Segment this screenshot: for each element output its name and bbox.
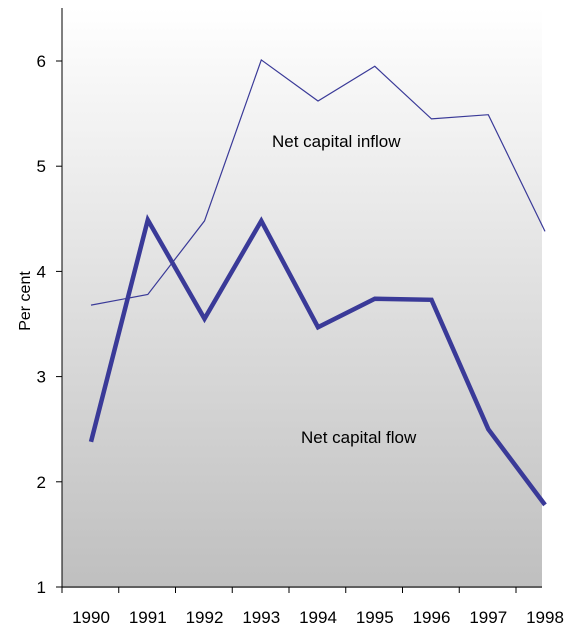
y-tick-label: 3 (37, 368, 46, 387)
y-axis: 1 2 3 4 5 6 (37, 8, 63, 597)
x-tick-label: 1995 (356, 608, 394, 627)
y-tick-label: 4 (37, 262, 46, 281)
x-tick-label: 1993 (242, 608, 280, 627)
series-line-net-capital-flow (88, 213, 547, 507)
y-tick-label: 1 (37, 578, 46, 597)
y-tick-label: 2 (37, 473, 46, 492)
series-layer (88, 58, 547, 507)
x-tick-label: 1996 (413, 608, 451, 627)
x-axis: 1990 1991 1992 1993 1994 1995 1996 1997 1998 (61, 586, 564, 627)
y-axis-label: Per cent (17, 271, 34, 331)
y-tick-label: 5 (37, 157, 46, 176)
x-tick-label: 1994 (299, 608, 337, 627)
x-tick-label: 1990 (72, 608, 110, 627)
x-tick-label: 1998 (526, 608, 564, 627)
series-line-net-capital-inflow (90, 58, 546, 306)
y-tick-label: 6 (37, 52, 46, 71)
annotation-net-capital-inflow: Net capital inflow (272, 132, 401, 151)
x-tick-label: 1992 (186, 608, 224, 627)
annotation-net-capital-flow: Net capital flow (301, 428, 417, 447)
x-tick-label: 1997 (469, 608, 507, 627)
x-tick-label: 1991 (129, 608, 167, 627)
